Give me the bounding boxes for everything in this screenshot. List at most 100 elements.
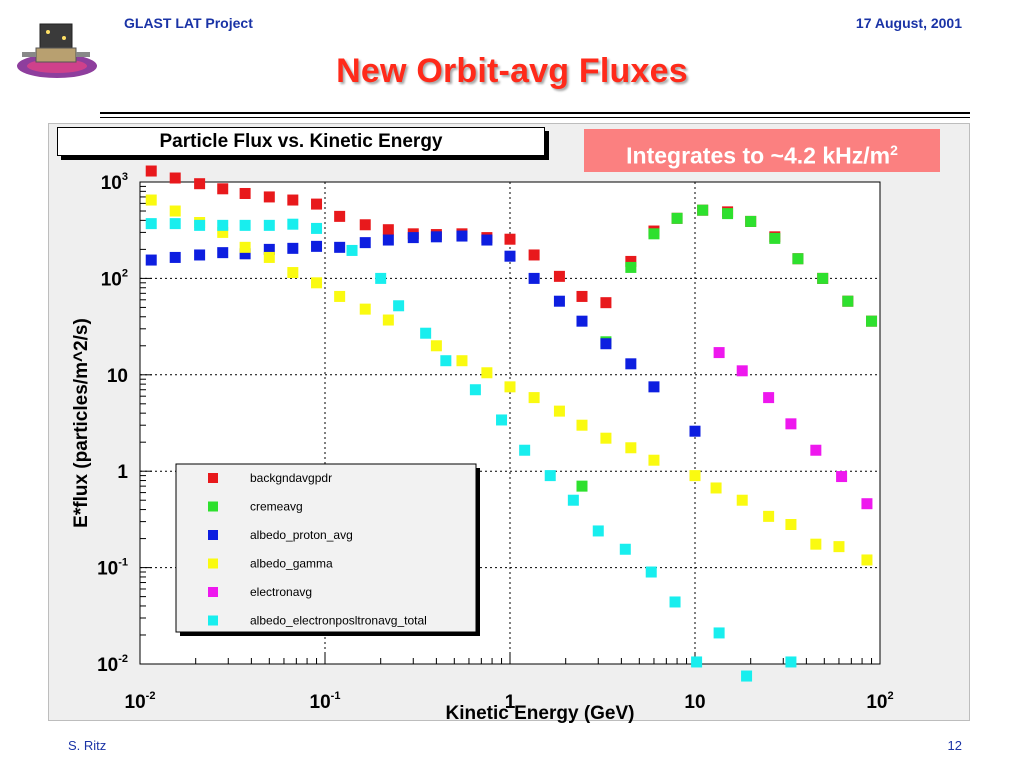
data-point xyxy=(713,627,725,639)
data-point xyxy=(671,212,683,224)
data-point xyxy=(625,255,637,267)
data-point xyxy=(713,347,725,359)
data-point xyxy=(382,234,394,246)
data-point xyxy=(785,518,797,530)
data-point xyxy=(625,358,637,370)
data-point xyxy=(217,226,229,238)
legend-swatch xyxy=(208,530,218,540)
data-point xyxy=(287,218,299,230)
data-point xyxy=(697,204,709,216)
y-tick-label: 10-2 xyxy=(97,653,128,676)
data-point xyxy=(469,384,481,396)
data-point xyxy=(239,219,251,231)
data-point xyxy=(239,241,251,253)
data-point xyxy=(239,187,251,199)
data-point xyxy=(334,241,346,253)
data-point xyxy=(600,432,612,444)
data-point xyxy=(625,261,637,273)
legend-box xyxy=(175,463,477,633)
data-point xyxy=(456,230,468,242)
slide-title: New Orbit-avg Fluxes xyxy=(336,52,688,90)
data-point xyxy=(810,538,822,550)
y-tick-label: 1 xyxy=(117,462,128,483)
data-point xyxy=(741,670,753,682)
data-point xyxy=(544,470,556,482)
y-tick-label: 10-1 xyxy=(97,557,128,580)
data-point xyxy=(600,338,612,350)
data-point xyxy=(842,295,854,307)
data-point xyxy=(528,392,540,404)
data-point xyxy=(382,224,394,236)
data-point xyxy=(648,228,660,240)
data-point xyxy=(481,367,493,379)
data-point xyxy=(217,183,229,195)
data-point xyxy=(861,554,873,566)
data-point xyxy=(169,172,181,184)
x-tick-label: 10 xyxy=(684,692,705,713)
legend-swatch xyxy=(208,587,218,597)
data-point xyxy=(169,218,181,230)
legend-swatch xyxy=(208,501,218,512)
data-point xyxy=(810,444,822,456)
data-point xyxy=(691,656,703,668)
data-point xyxy=(359,303,371,315)
plot-title: Particle Flux vs. Kinetic Energy xyxy=(57,127,545,156)
data-point xyxy=(393,300,405,312)
header-date: 17 August, 2001 xyxy=(855,15,962,31)
data-point xyxy=(669,596,681,608)
data-point xyxy=(145,218,157,230)
legend-swatch xyxy=(208,473,218,483)
data-point xyxy=(359,237,371,249)
data-point xyxy=(736,494,748,506)
legend-label: albedo_electronposltronavg_total xyxy=(250,614,427,628)
data-point xyxy=(287,194,299,206)
data-point xyxy=(311,240,323,252)
data-point xyxy=(407,232,419,244)
data-point xyxy=(145,254,157,266)
legend-label: cremeavg xyxy=(250,500,303,514)
glast-logo-icon xyxy=(17,23,97,78)
legend-label: albedo_gamma xyxy=(250,557,333,571)
data-point xyxy=(375,272,387,284)
data-point xyxy=(553,295,565,307)
data-point xyxy=(769,232,781,244)
data-point xyxy=(311,222,323,234)
badge-text: Integrates to ~4.2 kHz/m xyxy=(626,142,891,169)
data-point xyxy=(194,249,206,261)
data-point xyxy=(528,249,540,261)
data-point xyxy=(763,510,775,522)
data-point xyxy=(217,247,229,259)
y-axis-label: E*flux (particles/m^2/s) xyxy=(71,318,92,528)
data-point xyxy=(169,205,181,217)
data-point xyxy=(553,405,565,417)
data-point xyxy=(648,381,660,393)
data-point xyxy=(145,165,157,177)
data-point xyxy=(287,267,299,279)
x-tick-label: 10-2 xyxy=(125,690,156,713)
x-tick-label: 102 xyxy=(866,690,893,713)
data-point xyxy=(689,425,701,437)
data-point xyxy=(263,243,275,255)
data-point xyxy=(456,355,468,367)
y-tick-label: 102 xyxy=(101,267,128,290)
data-point xyxy=(763,392,775,404)
data-point xyxy=(504,233,516,245)
data-point xyxy=(576,290,588,302)
data-point xyxy=(311,277,323,289)
data-point xyxy=(346,244,358,256)
data-point xyxy=(519,444,531,456)
title-divider-thin xyxy=(100,117,970,118)
data-point xyxy=(334,210,346,222)
data-point xyxy=(311,198,323,210)
data-point xyxy=(287,242,299,254)
integration-badge: Integrates to ~4.2 kHz/m2 xyxy=(584,129,940,172)
data-point xyxy=(736,365,748,377)
data-point xyxy=(420,327,432,339)
legend-swatch xyxy=(208,558,218,569)
legend-label: backgndavgpdr xyxy=(250,471,332,485)
data-point xyxy=(833,541,845,553)
data-point xyxy=(785,656,797,668)
data-point xyxy=(553,270,565,282)
data-point xyxy=(504,250,516,262)
data-point xyxy=(263,251,275,263)
